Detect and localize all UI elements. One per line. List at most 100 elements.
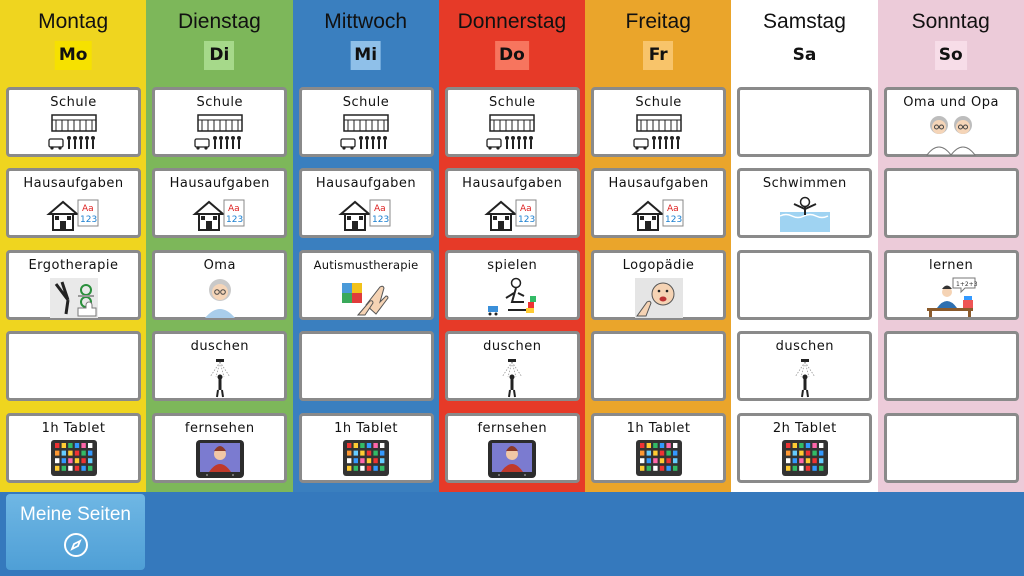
- day-column-sonntag: Sonntag So Oma und Opa lernen 1+2+3: [877, 0, 1024, 492]
- compass-icon: [63, 533, 88, 557]
- homework-icon: Aa 123: [9, 194, 138, 238]
- day-name: Freitag: [625, 10, 691, 33]
- empty-tile[interactable]: [883, 168, 1019, 238]
- svg-text:123: 123: [372, 215, 389, 225]
- activity-label: Schule: [196, 95, 244, 110]
- activity-label: Hausaufgaben: [315, 176, 417, 191]
- activity-label: Schule: [489, 95, 536, 110]
- activity-tile[interactable]: duschen: [444, 331, 580, 401]
- activity-tile[interactable]: fernsehen: [444, 413, 580, 483]
- activity-label: Hausaufgaben: [169, 176, 270, 191]
- empty-tile[interactable]: [298, 331, 434, 401]
- tablet-icon: [594, 439, 723, 481]
- day-header: Samstag Sa: [731, 0, 877, 84]
- activity-label: fernsehen: [477, 421, 548, 436]
- day-header: Donnerstag Do: [439, 0, 585, 84]
- activity-tile[interactable]: Schwimmen: [737, 168, 873, 238]
- tv-icon: [448, 439, 577, 483]
- empty-tile[interactable]: [883, 413, 1019, 483]
- svg-text:123: 123: [226, 215, 243, 225]
- school-bus-icon: [9, 113, 138, 157]
- activity-label: Logopädie: [622, 258, 695, 273]
- activity-tile[interactable]: Hausaufgaben Aa 123: [444, 168, 580, 238]
- activity-tile[interactable]: Hausaufgaben Aa 123: [6, 168, 141, 238]
- activity-tile[interactable]: lernen 1+2+3: [883, 250, 1019, 322]
- day-abbreviation: Sa: [788, 41, 821, 70]
- empty-tile[interactable]: [6, 331, 141, 401]
- day-column-dienstag: Dienstag Di Schule Hausaufgaben Aa 123 Oma dusc…: [146, 0, 293, 492]
- day-header: Montag Mo: [0, 0, 146, 84]
- activity-tile[interactable]: 2h Tablet: [737, 413, 873, 483]
- occupational-therapy-icon: [9, 276, 138, 324]
- activity-tile[interactable]: spielen: [444, 250, 580, 320]
- activity-tile[interactable]: 1h Tablet: [298, 413, 434, 483]
- day-column-mittwoch: Mittwoch Mi Schule Hausaufgaben Aa 123 Autismu…: [292, 0, 439, 492]
- svg-text:123: 123: [80, 215, 97, 225]
- activity-label: 1h Tablet: [334, 421, 398, 436]
- homework-icon: Aa 123: [594, 194, 723, 238]
- activity-tile[interactable]: Oma: [152, 250, 288, 320]
- activity-tile[interactable]: Schule: [591, 87, 727, 157]
- activity-tile[interactable]: Schule: [6, 87, 141, 157]
- shower-icon: [740, 357, 869, 403]
- activity-tile[interactable]: Schule: [152, 87, 288, 157]
- activity-tile[interactable]: Hausaufgaben Aa 123: [298, 168, 434, 238]
- activity-label: Ergotherapie: [28, 258, 119, 273]
- activity-tile[interactable]: Logopädie: [591, 250, 727, 320]
- activity-label: 2h Tablet: [772, 421, 837, 436]
- empty-tile[interactable]: [883, 331, 1019, 401]
- tablet-icon: [740, 439, 869, 481]
- meine-seiten-button[interactable]: Meine Seiten: [6, 494, 145, 570]
- activity-tile[interactable]: Schule: [298, 87, 434, 157]
- svg-text:Aa: Aa: [667, 204, 679, 214]
- empty-tile[interactable]: [737, 250, 873, 320]
- svg-text:Aa: Aa: [374, 204, 386, 214]
- activity-tile[interactable]: duschen: [152, 331, 288, 403]
- school-bus-icon: [302, 113, 431, 157]
- activity-label: Schule: [50, 95, 97, 110]
- svg-text:Aa: Aa: [520, 204, 532, 214]
- day-abbreviation: Do: [495, 41, 529, 70]
- day-name: Donnerstag: [457, 10, 567, 33]
- activity-label: Schwimmen: [762, 176, 847, 191]
- day-column-freitag: Freitag Fr Schule Hausaufgaben Aa 123 Logopädi…: [585, 0, 732, 492]
- swimming-icon: [740, 194, 869, 238]
- activity-tile[interactable]: Schule: [444, 87, 580, 157]
- tv-icon: [155, 439, 284, 483]
- svg-text:1+2+3: 1+2+3: [956, 281, 978, 288]
- speech-therapy-icon: [594, 276, 723, 324]
- activity-tile[interactable]: Autismustherapie: [298, 250, 434, 321]
- activity-label: Hausaufgaben: [608, 176, 709, 191]
- activity-label: spielen: [487, 258, 538, 273]
- puzzle-hands-icon: [302, 275, 431, 321]
- activity-tile[interactable]: 1h Tablet: [6, 413, 141, 483]
- grandmother-icon: [155, 276, 284, 324]
- day-name: Samstag: [763, 10, 846, 33]
- school-bus-icon: [155, 113, 284, 157]
- activity-tile[interactable]: Oma und Opa: [883, 87, 1019, 157]
- activity-label: Oma: [203, 258, 236, 273]
- learning-icon: 1+2+3: [887, 276, 1016, 322]
- day-abbreviation: Mi: [350, 41, 382, 70]
- empty-tile[interactable]: [591, 331, 727, 401]
- activity-tile[interactable]: 1h Tablet: [591, 413, 727, 483]
- shower-icon: [155, 357, 284, 403]
- day-name: Sonntag: [911, 10, 990, 33]
- grandparents-icon: [887, 113, 1016, 161]
- activity-label: Hausaufgaben: [23, 176, 124, 191]
- activity-tile[interactable]: Hausaufgaben Aa 123: [152, 168, 288, 238]
- activity-label: 1h Tablet: [41, 421, 106, 436]
- activity-label: Schule: [342, 95, 390, 110]
- svg-text:Aa: Aa: [82, 204, 94, 214]
- activity-tile[interactable]: fernsehen: [152, 413, 288, 483]
- activity-label: duschen: [775, 339, 835, 354]
- activity-tile[interactable]: duschen: [737, 331, 873, 403]
- day-abbreviation: Mo: [54, 41, 92, 70]
- activity-label: lernen: [928, 258, 974, 273]
- activity-tile[interactable]: Ergotherapie: [6, 250, 141, 320]
- school-bus-icon: [448, 113, 577, 157]
- empty-tile[interactable]: [737, 87, 873, 157]
- tablet-icon: [302, 439, 431, 481]
- activity-tile[interactable]: Hausaufgaben Aa 123: [591, 168, 727, 238]
- school-bus-icon: [594, 113, 723, 157]
